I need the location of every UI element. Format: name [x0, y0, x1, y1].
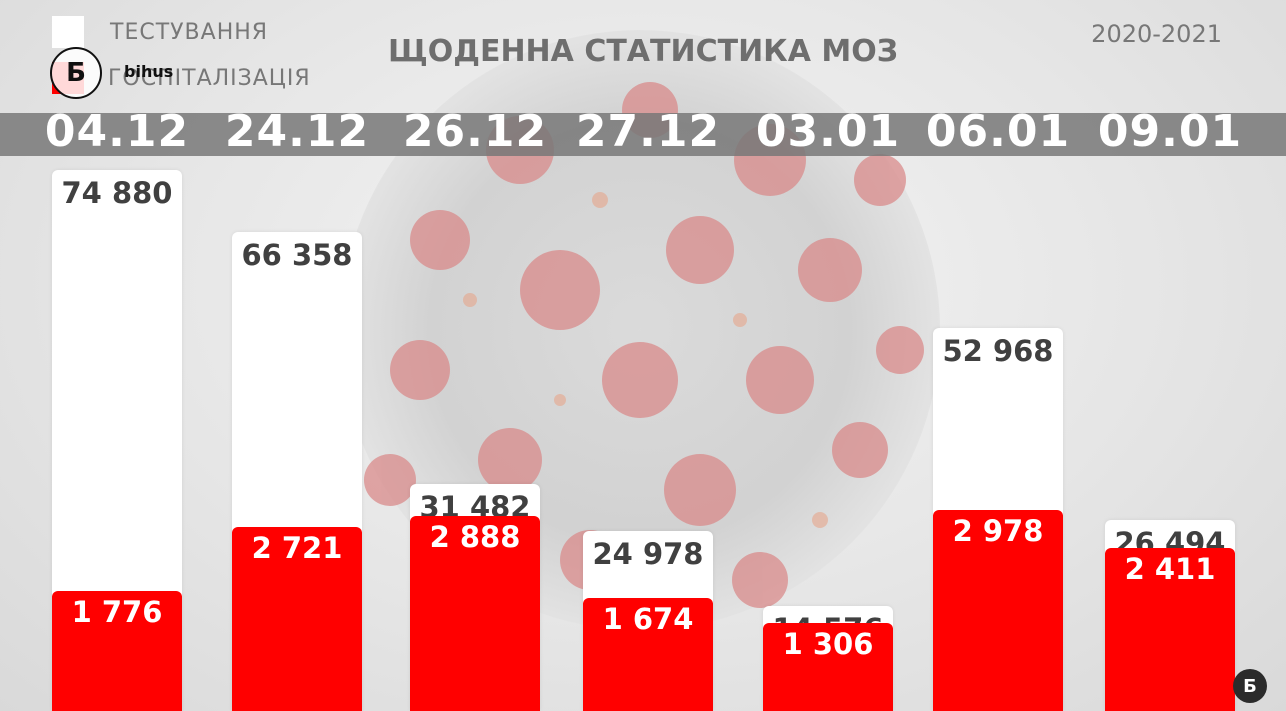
hospitalization-value-label: 2 721 [251, 531, 343, 566]
legend-hospitalization-label: ГОСПІТАЛІЗАЦІЯ [108, 66, 311, 91]
bihus-logo-text: bihus [124, 62, 174, 81]
hospitalization-value-label: 2 978 [952, 514, 1044, 548]
date-band [0, 113, 1286, 156]
hospitalization-bar [1105, 548, 1235, 711]
hospitalization-bar [52, 591, 182, 711]
chart-title: ЩОДЕННА СТАТИСТИКА МОЗ [387, 34, 899, 69]
testing-value-label: 52 968 [942, 334, 1054, 369]
hospitalization-value-label: 1 306 [782, 626, 874, 661]
testing-value-label: 74 880 [61, 176, 173, 210]
hospitalization-value-label: 2 888 [429, 520, 521, 555]
hospitalization-value-label: 1 674 [602, 602, 694, 636]
hospitalization-value-label: 1 776 [71, 595, 163, 630]
hospitalization-bar [763, 622, 893, 711]
hospitalization-bar [410, 516, 540, 711]
testing-value-label: 24 978 [592, 536, 704, 571]
date-label: 24.12 [224, 106, 370, 157]
date-label: 03.01 [755, 106, 901, 157]
hospitalization-bar [583, 598, 713, 711]
bihus-corner-logo-icon: Б [1233, 669, 1267, 703]
testing-value-label: 66 358 [241, 237, 353, 272]
legend-testing-swatch [52, 16, 84, 48]
date-label: 04.12 [44, 106, 190, 157]
date-label: 26.12 [402, 106, 548, 157]
date-label: 09.01 [1097, 106, 1243, 157]
bihus-logo-icon: Б [50, 47, 102, 99]
legend-testing-label: ТЕСТУВАННЯ [110, 20, 269, 45]
date-label: 27.12 [575, 106, 721, 157]
year-range: 2020-2021 [1091, 20, 1222, 48]
hospitalization-bar [232, 527, 362, 711]
date-label: 06.01 [925, 106, 1071, 157]
hospitalization-bar [933, 510, 1063, 711]
hospitalization-value-label: 2 411 [1124, 552, 1216, 587]
